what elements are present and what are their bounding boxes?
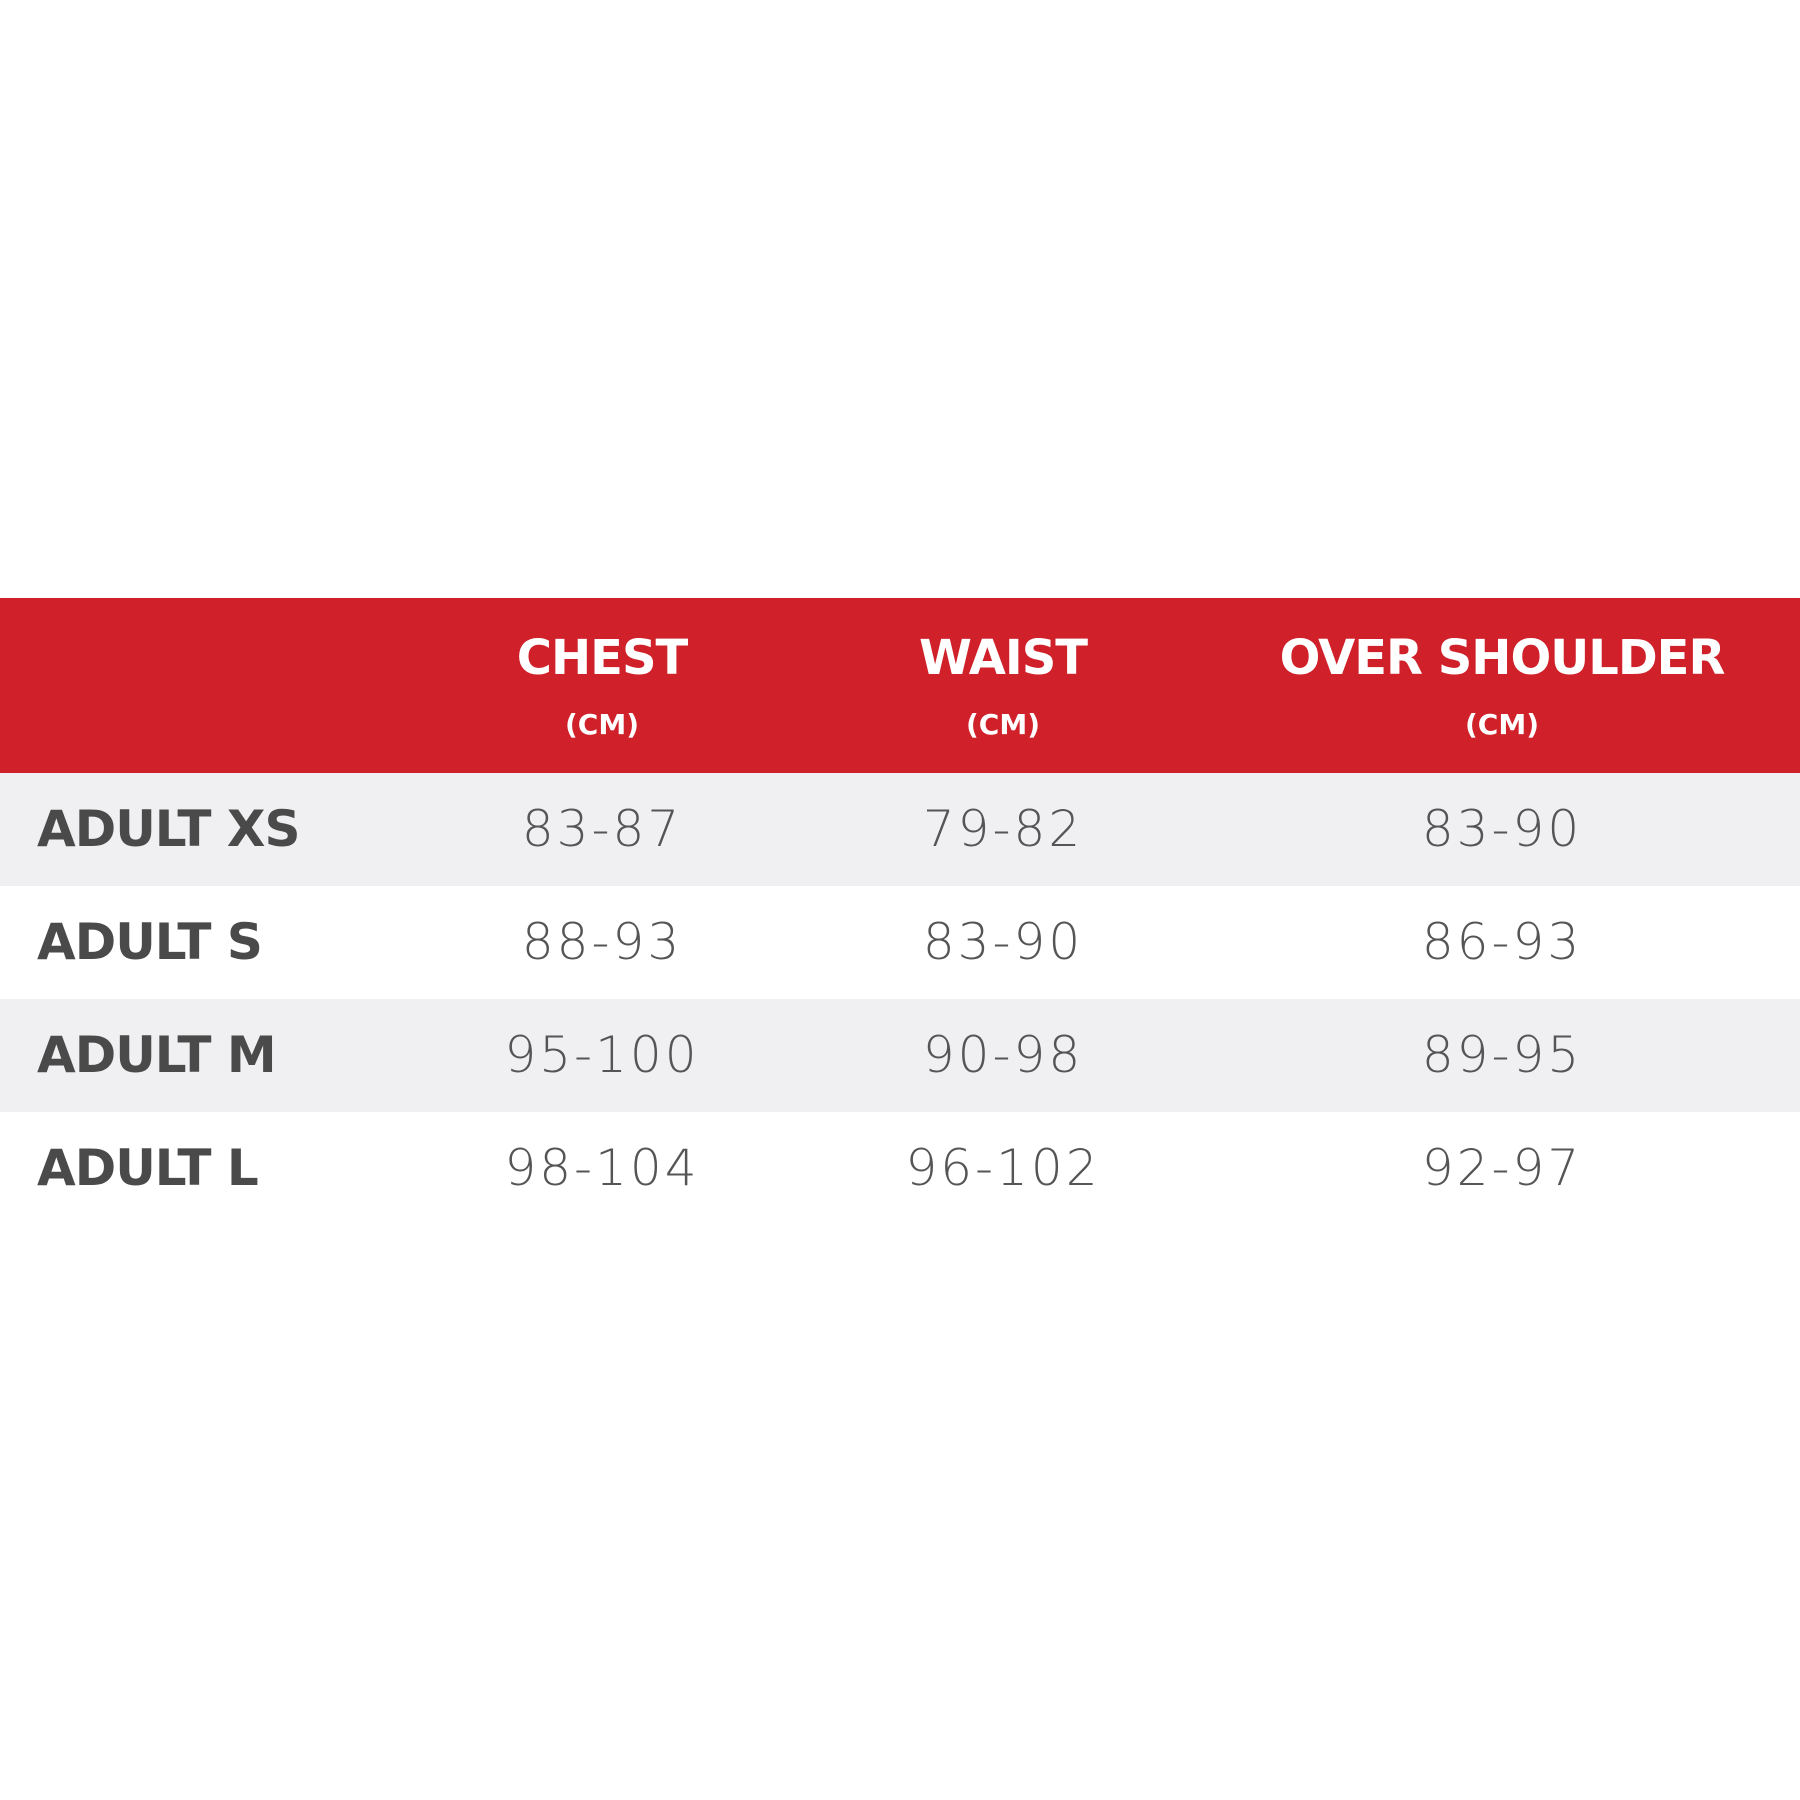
measurement: 83-90 [1421, 800, 1583, 858]
column-header: WAIST (CM) [753, 598, 1253, 773]
measurement: 88-93 [521, 913, 683, 971]
measurement: 96-102 [905, 1139, 1101, 1197]
size-label: ADULT L [37, 1139, 259, 1197]
column-header: CHEST (CM) [352, 598, 852, 773]
table-row: ADULT S 88-93 83-90 86-93 [0, 886, 1800, 999]
size-label: ADULT XS [37, 800, 300, 858]
measurement: 95-100 [504, 1026, 700, 1084]
measurement: 79-82 [922, 800, 1084, 858]
column-title: WAIST [918, 630, 1088, 686]
table-row: ADULT L 98-104 96-102 92-97 [0, 1112, 1800, 1225]
measurement: 86-93 [1421, 913, 1583, 971]
column-unit: (CM) [564, 708, 639, 741]
measurement: 98-104 [504, 1139, 700, 1197]
size-table: CHEST (CM) WAIST (CM) OVER SHOULDER (CM) ADUL… [0, 598, 1800, 1225]
measurement: 89-95 [1421, 1026, 1583, 1084]
measurement: 92-97 [1421, 1139, 1583, 1197]
measurement: 83-90 [922, 913, 1084, 971]
column-header: OVER SHOULDER (CM) [1252, 598, 1752, 773]
column-title: CHEST [516, 630, 689, 686]
column-title: OVER SHOULDER [1279, 630, 1726, 686]
column-unit: (CM) [965, 708, 1040, 741]
table-row: ADULT M 95-100 90-98 89-95 [0, 999, 1800, 1112]
measurement: 90-98 [922, 1026, 1084, 1084]
size-label: ADULT M [37, 1026, 277, 1084]
header-row: CHEST (CM) WAIST (CM) OVER SHOULDER (CM) [0, 598, 1800, 773]
measurement: 83-87 [521, 800, 683, 858]
column-unit: (CM) [1464, 708, 1539, 741]
size-label: ADULT S [37, 913, 263, 971]
table-row: ADULT XS 83-87 79-82 83-90 [0, 773, 1800, 886]
